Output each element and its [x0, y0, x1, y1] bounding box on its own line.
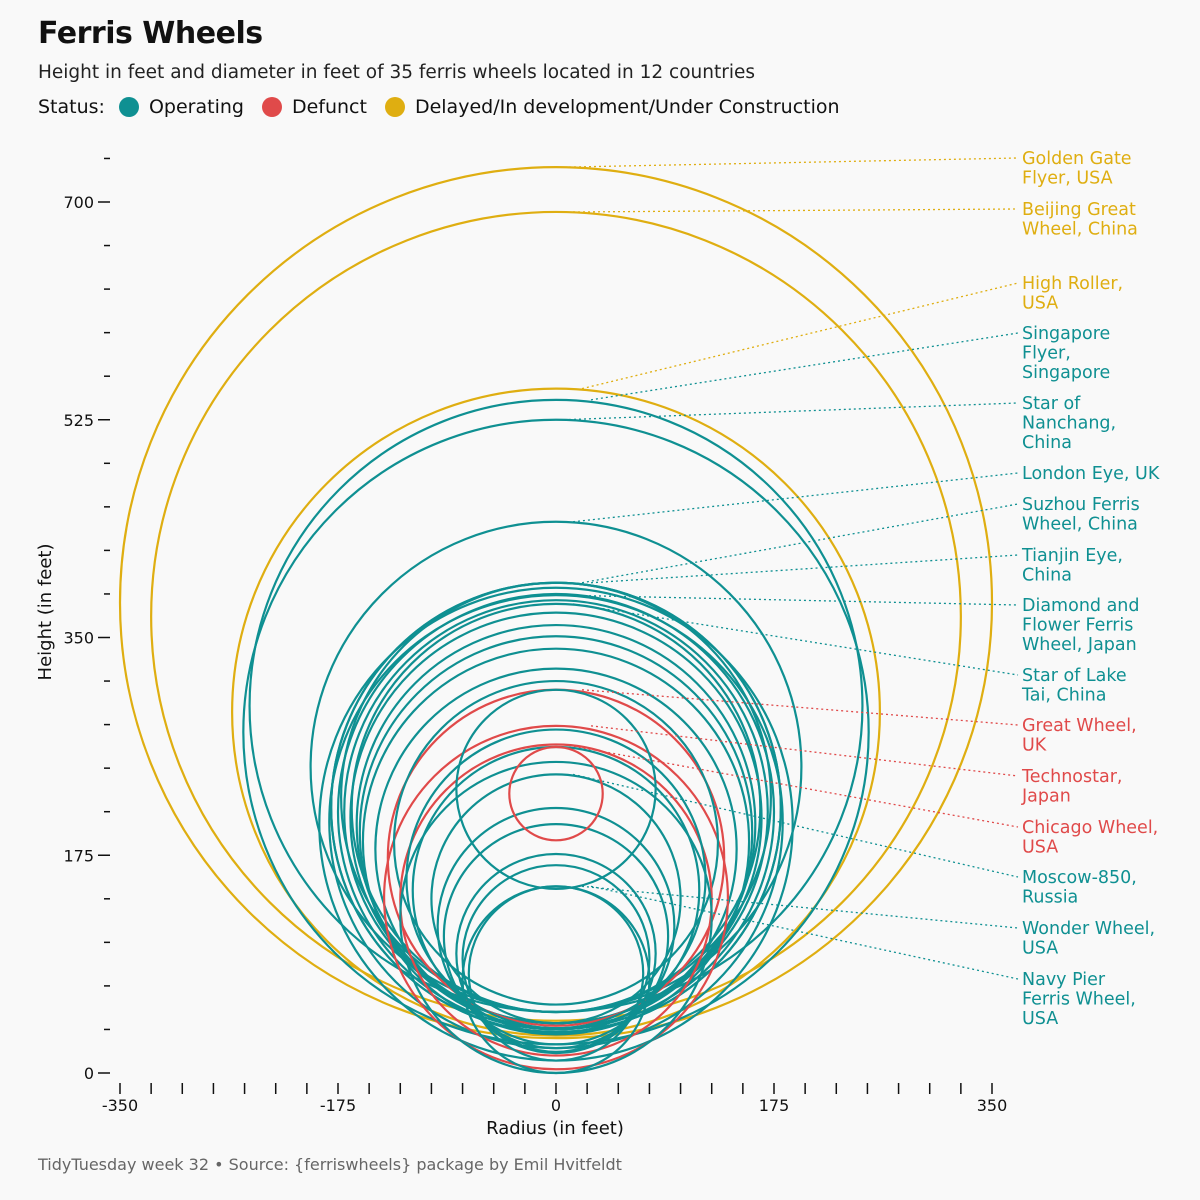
x-tick-label: 0 — [551, 1096, 561, 1115]
y-tick-label: 350 — [63, 629, 94, 648]
legend-label-delayed: Delayed/In development/Under Constructio… — [414, 96, 840, 118]
wheel-circle — [430, 773, 682, 1025]
leader-line — [572, 773, 1019, 878]
leader-line — [563, 743, 1019, 828]
wheel-label: Navy Pier Ferris Wheel, USA — [1022, 970, 1136, 1029]
wheel-circle — [455, 852, 657, 1055]
leader-line — [581, 282, 1019, 390]
y-tick-label: 175 — [63, 846, 94, 865]
legend-item-defunct: Defunct — [261, 96, 367, 118]
x-tick-label: -175 — [320, 1096, 356, 1115]
x-axis-title: Radius (in feet) — [486, 1118, 624, 1139]
legend-label-operating: Operating — [148, 96, 244, 118]
wheel-circle — [442, 823, 670, 1050]
wheel-circle — [436, 806, 676, 1046]
legend-dot-defunct — [261, 97, 282, 117]
wheel-label: London Eye, UK — [1022, 464, 1160, 484]
wheel-circle — [455, 688, 657, 890]
wheel-circle — [399, 743, 713, 1057]
axes: 0 175 350 525 700 -350 -175 0 175 350 Radius (in f… — [35, 157, 1008, 1139]
wheel-circle — [374, 667, 738, 1031]
leader-line — [572, 603, 1019, 676]
wheel-circle — [392, 679, 720, 1006]
wheel-circle — [150, 210, 962, 1022]
wheel-label: Chicago Wheel, USA — [1022, 818, 1158, 858]
wheel-circle — [361, 647, 751, 1036]
legend-item-delayed: Delayed/In development/Under Constructio… — [384, 96, 840, 118]
wheel-circle — [382, 724, 730, 1071]
wheel-circle — [508, 745, 604, 842]
wheel-circle — [118, 166, 994, 1040]
wheel-circle — [350, 602, 762, 1014]
y-axis-title: Height (in feet) — [35, 544, 56, 681]
leader-line — [563, 594, 1019, 606]
legend-dot-operating — [118, 97, 139, 117]
wheel-label: Singapore Flyer, Singapore — [1022, 324, 1110, 383]
leader-line — [563, 402, 1019, 421]
leader-line — [563, 157, 1019, 168]
leader-line — [590, 725, 1019, 777]
legend-title: Status: — [38, 96, 105, 118]
wheel-label: Wonder Wheel, USA — [1022, 919, 1155, 959]
legend-label-defunct: Defunct — [291, 96, 367, 118]
wheel-circles — [118, 166, 994, 1075]
leader-line — [581, 503, 1019, 584]
x-tick-label: -350 — [102, 1096, 138, 1115]
leader-line — [572, 208, 1019, 213]
legend-item-operating: Operating — [118, 96, 244, 118]
x-tick-label: 175 — [759, 1096, 790, 1115]
wheel-label: Beijing Great Wheel, China — [1022, 200, 1138, 240]
wheel-label: Technostar, Japan — [1021, 767, 1122, 807]
wheel-label: Diamond and Flower Ferris Wheel, Japan — [1022, 596, 1140, 655]
wheel-label: Star of Lake Tai, China — [1021, 666, 1127, 706]
caption: TidyTuesday week 32 • Source: {ferriswhe… — [38, 1155, 622, 1174]
y-tick-label: 700 — [63, 193, 94, 212]
wheel-label: Suzhou Ferris Wheel, China — [1022, 495, 1140, 535]
label-leader-lines — [563, 157, 1019, 980]
wheel-label: Star of Nanchang, China — [1022, 394, 1116, 453]
wheel-label: Golden Gate Flyer, USA — [1022, 149, 1132, 189]
wheel-circle — [231, 387, 881, 1037]
wheel-label: Great Wheel, UK — [1022, 716, 1137, 756]
wheel-label: Tianjin Eye, China — [1021, 546, 1123, 586]
wheel-circle — [336, 592, 776, 1031]
wheel-labels: Golden Gate Flyer, USA Beijing Great Wheel,… — [1021, 149, 1160, 1029]
wheel-circle — [461, 864, 651, 1053]
leader-line — [590, 332, 1019, 401]
wheel-label: Moscow-850, Russia — [1022, 868, 1137, 908]
wheel-circle — [405, 728, 707, 1030]
y-tick-label: 0 — [84, 1064, 94, 1083]
chart-subtitle: Height in feet and diameter in feet of 3… — [38, 62, 755, 83]
leader-line — [590, 554, 1019, 584]
legend: Status: Operating Defunct Delayed/In dev… — [38, 96, 858, 118]
wheel-circle — [248, 398, 864, 1014]
y-tick-label: 525 — [63, 411, 94, 430]
wheel-label: High Roller, USA — [1022, 274, 1123, 314]
legend-dot-delayed — [384, 97, 405, 117]
chart-title: Ferris Wheels — [38, 16, 263, 51]
x-tick-label: 350 — [977, 1096, 1008, 1115]
wheel-circle — [467, 885, 645, 1062]
